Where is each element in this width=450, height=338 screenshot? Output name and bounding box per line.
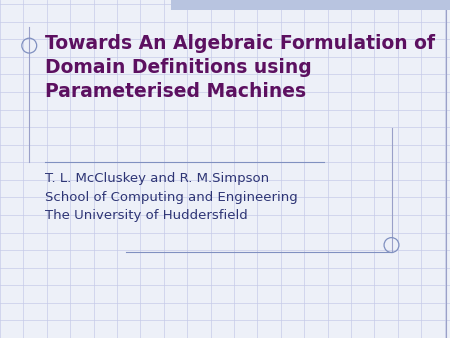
Bar	[171, 0, 450, 10]
Text: Towards An Algebraic Formulation of
Domain Definitions using
Parameterised Machi: Towards An Algebraic Formulation of Doma…	[45, 34, 435, 101]
Text: T. L. McCluskey and R. M.Simpson
School of Computing and Engineering
The Univers: T. L. McCluskey and R. M.Simpson School …	[45, 172, 298, 222]
